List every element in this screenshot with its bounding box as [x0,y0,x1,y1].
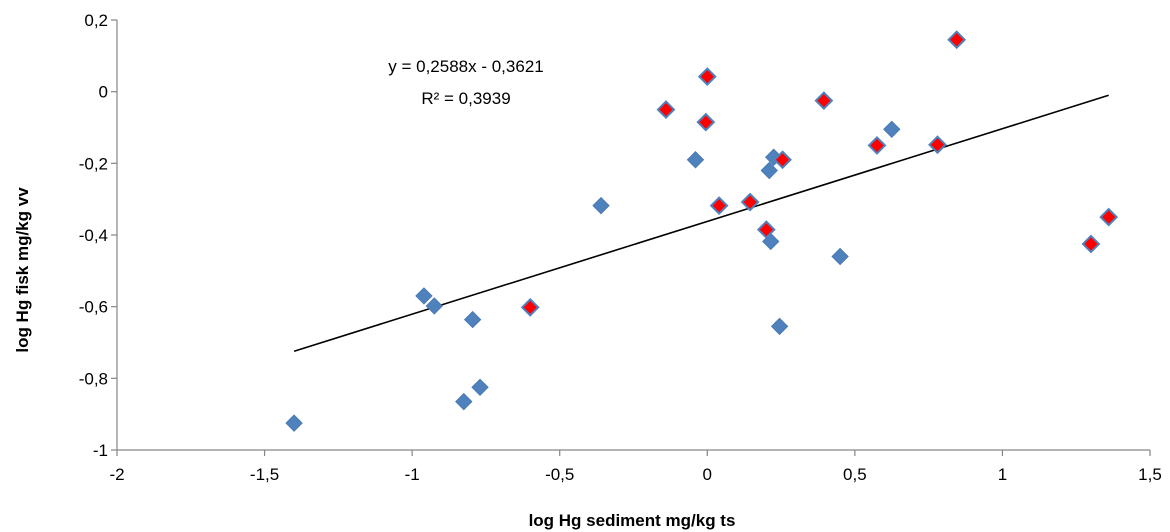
x-tick-label: -2 [109,465,124,484]
x-tick-label: -1 [405,465,420,484]
data-point-blue [686,151,705,169]
y-tick-label: -0,2 [79,154,108,173]
x-axis-title: log Hg sediment mg/kg ts [529,511,736,530]
data-point-red [1099,207,1119,227]
data-point-red [696,112,716,132]
y-tick-label: -0,4 [79,226,108,245]
data-point-blue [831,247,849,266]
x-tick-label: 1 [998,465,1007,484]
data-point-red [947,30,967,50]
axes [111,19,1151,456]
y-tick-label: 0 [99,83,108,102]
trendline [293,94,1109,353]
data-point-blue [770,317,789,336]
x-tick-label: -0,5 [545,465,574,484]
data-point-blue [463,310,482,329]
data-point-red [656,100,676,119]
data-point-red [867,136,887,155]
y-tick-label: -1 [93,441,108,460]
data-point-red [814,91,834,111]
y-tick-label: -0,6 [79,298,108,317]
data-point-blue [883,120,901,138]
x-tick-label: 0,5 [843,465,867,484]
data-point-red [773,150,792,170]
x-tick-label: 0 [703,465,712,484]
data-point-red [709,196,729,216]
y-tick-label: -0,8 [79,369,108,388]
data-point-blue [285,414,303,432]
y-axis-title: log Hg fisk mg/kg vv [13,187,32,353]
x-tick-label: -1,5 [250,465,279,484]
data-point-red [756,220,776,240]
data-point-blue [425,297,443,315]
data-points [285,30,1119,432]
data-point-red [740,192,760,212]
data-point-red [697,67,717,87]
x-tick-label: 1,5 [1138,465,1162,484]
data-point-blue [415,287,433,305]
data-point-blue [471,378,489,396]
trendline-group [293,94,1109,353]
trendline-equation: y = 0,2588x - 0,3621 [388,57,543,76]
data-point-red [928,135,947,155]
data-point-blue [455,392,473,411]
data-point-red [1081,234,1101,254]
tick-labels: -2 -1,5 -1 -0,5 0 0,5 1 1,5 -1 -0,8 -0,6 -0,4 -0,2 0 0… [79,11,1162,484]
y-tick-label: 0,2 [84,11,108,30]
data-point-red [520,297,540,317]
trendline-r-squared: R² = 0,3939 [421,89,510,108]
data-point-blue [760,161,778,180]
data-point-blue [592,196,610,215]
